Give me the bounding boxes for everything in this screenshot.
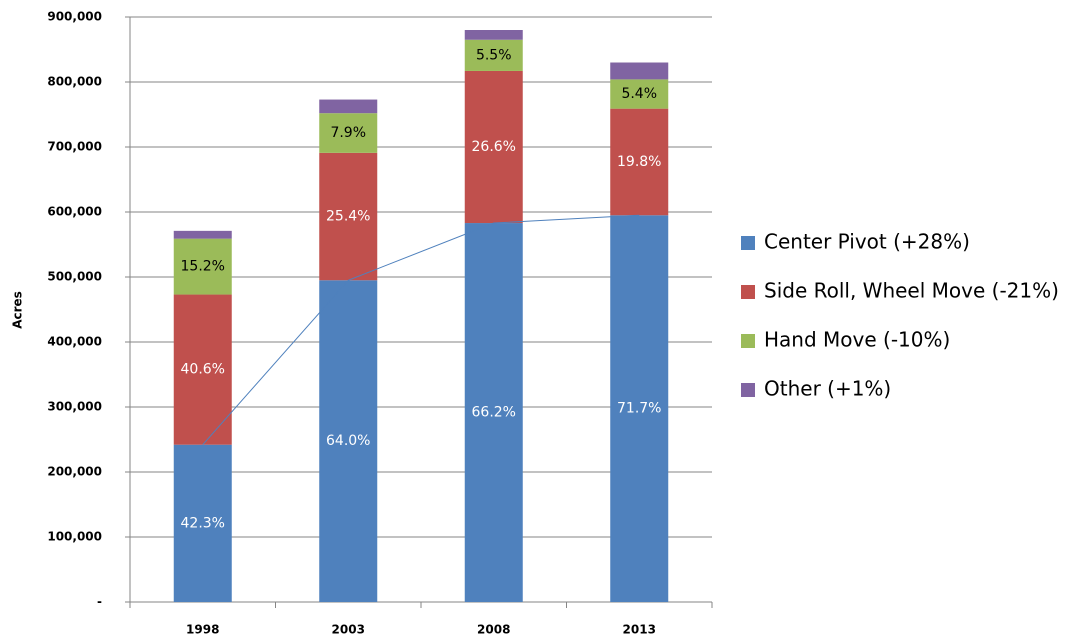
bar-segment xyxy=(464,70,523,224)
legend-label: Side Roll, Wheel Move (-21%) xyxy=(764,279,1059,303)
bar-segment xyxy=(464,39,523,71)
trend-line xyxy=(202,214,640,446)
legend-swatch xyxy=(741,236,755,250)
y-tick-label: 100,000 xyxy=(47,530,102,544)
bar-segment xyxy=(173,230,232,239)
segment-label: 7.9% xyxy=(330,125,366,141)
bar-segment xyxy=(610,62,669,80)
segment-label: 19.8% xyxy=(617,154,661,170)
segment-label: 26.6% xyxy=(472,139,516,155)
x-tick-label: 1998 xyxy=(186,623,219,637)
segment-label: 42.3% xyxy=(181,515,225,531)
y-tick-label: - xyxy=(97,595,102,609)
x-tick-label: 2013 xyxy=(623,623,656,637)
y-tick-label: 300,000 xyxy=(47,400,102,414)
segment-label: 71.7% xyxy=(617,401,661,417)
bar-segment xyxy=(464,223,523,603)
y-tick-label: 400,000 xyxy=(47,335,102,349)
legend-swatch xyxy=(741,285,755,299)
y-tick-label: 700,000 xyxy=(47,140,102,154)
segment-label: 40.6% xyxy=(181,362,225,378)
bar-segment xyxy=(319,152,378,281)
bar-segment xyxy=(319,99,378,114)
y-tick-label: 500,000 xyxy=(47,270,102,284)
legend-label: Hand Move (-10%) xyxy=(764,328,950,352)
bar-segment xyxy=(610,215,669,602)
segment-label: 25.4% xyxy=(326,209,370,225)
bar-segment xyxy=(319,113,378,153)
segment-label: 66.2% xyxy=(472,405,516,421)
legend-label: Other (+1%) xyxy=(764,377,891,401)
bar-segment xyxy=(610,79,669,109)
segment-label: 15.2% xyxy=(181,259,225,275)
x-tick-label: 2003 xyxy=(332,623,365,637)
bar-segment xyxy=(319,280,378,602)
segment-label: 5.5% xyxy=(476,47,512,63)
y-tick-label: 200,000 xyxy=(47,465,102,479)
legend-swatch xyxy=(741,383,755,397)
bar-segment xyxy=(610,108,669,216)
legend-label: Center Pivot (+28%) xyxy=(764,230,970,254)
segment-label: 64.0% xyxy=(326,433,370,449)
bar-segment xyxy=(173,444,232,602)
y-tick-label: 600,000 xyxy=(47,205,102,219)
bar-segment xyxy=(173,238,232,295)
y-tick-label: 800,000 xyxy=(47,75,102,89)
y-tick-label: 900,000 xyxy=(47,10,102,24)
x-tick-label: 2008 xyxy=(477,623,510,637)
segment-label: 5.4% xyxy=(621,86,657,102)
bar-segment xyxy=(464,30,523,40)
y-axis-label: Acres xyxy=(11,291,25,329)
legend-swatch xyxy=(741,334,755,348)
bar-segment xyxy=(173,294,232,445)
